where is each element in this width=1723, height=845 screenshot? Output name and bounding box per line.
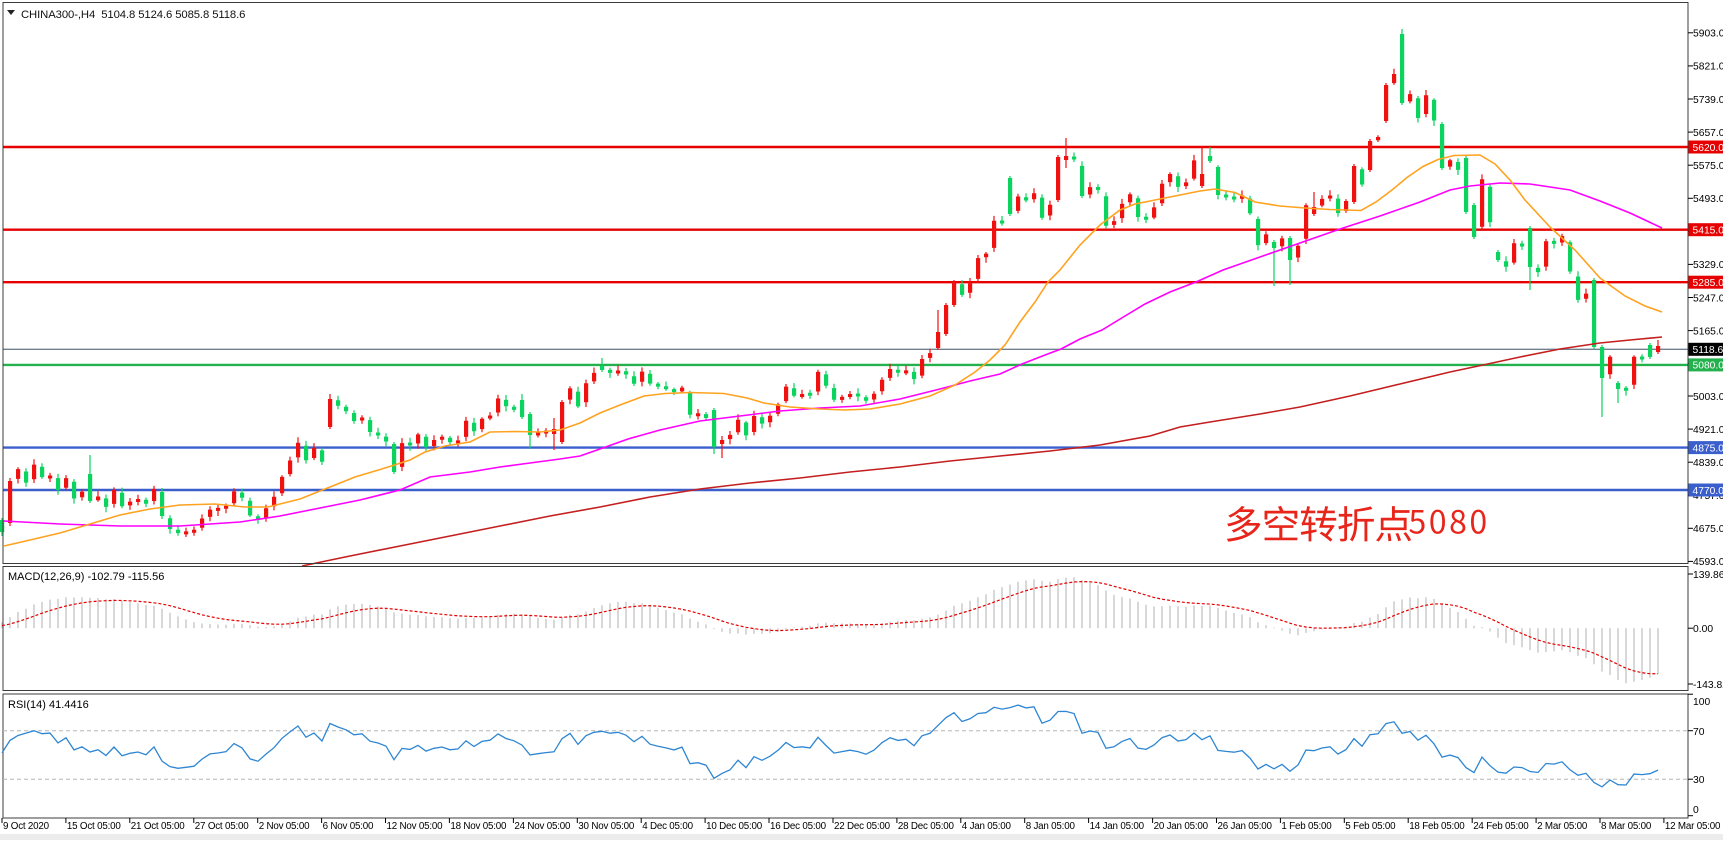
svg-text:18 Feb 05:00: 18 Feb 05:00: [1409, 821, 1465, 832]
svg-text:0: 0: [1693, 805, 1699, 816]
svg-text:5285.0: 5285.0: [1693, 278, 1723, 289]
svg-text:4593.0: 4593.0: [1693, 557, 1723, 568]
svg-text:0.00: 0.00: [1693, 624, 1713, 635]
svg-text:9 Oct 2020: 9 Oct 2020: [3, 821, 50, 832]
svg-text:22 Dec 05:00: 22 Dec 05:00: [834, 821, 891, 832]
svg-text:28 Dec 05:00: 28 Dec 05:00: [898, 821, 955, 832]
svg-text:5118.6: 5118.6: [1693, 345, 1723, 356]
svg-text:12 Mar 05:00: 12 Mar 05:00: [1665, 821, 1721, 832]
svg-text:4921.0: 4921.0: [1693, 425, 1723, 436]
svg-text:16 Dec 05:00: 16 Dec 05:00: [770, 821, 827, 832]
svg-text:24 Feb 05:00: 24 Feb 05:00: [1473, 821, 1529, 832]
svg-text:5165.0: 5165.0: [1693, 326, 1723, 337]
svg-text:70: 70: [1693, 727, 1705, 738]
svg-text:2 Mar 05:00: 2 Mar 05:00: [1537, 821, 1588, 832]
svg-text:5415.0: 5415.0: [1693, 226, 1723, 237]
svg-text:-143.82: -143.82: [1693, 680, 1723, 691]
svg-text:5821.0: 5821.0: [1693, 62, 1723, 73]
svg-text:5575.0: 5575.0: [1693, 161, 1723, 172]
svg-text:4875.0: 4875.0: [1693, 443, 1723, 454]
svg-text:8 Jan 05:00: 8 Jan 05:00: [1026, 821, 1076, 832]
svg-text:6 Nov 05:00: 6 Nov 05:00: [323, 821, 374, 832]
svg-text:5903.0: 5903.0: [1693, 29, 1723, 40]
svg-text:2 Nov 05:00: 2 Nov 05:00: [259, 821, 310, 832]
svg-text:5657.0: 5657.0: [1693, 128, 1723, 139]
svg-text:4 Jan 05:00: 4 Jan 05:00: [962, 821, 1012, 832]
svg-text:24 Nov 05:00: 24 Nov 05:00: [514, 821, 571, 832]
svg-text:30 Nov 05:00: 30 Nov 05:00: [578, 821, 635, 832]
svg-text:1 Feb 05:00: 1 Feb 05:00: [1281, 821, 1332, 832]
svg-text:27 Oct 05:00: 27 Oct 05:00: [195, 821, 249, 832]
svg-text:5329.0: 5329.0: [1693, 260, 1723, 271]
svg-text:5620.0: 5620.0: [1693, 143, 1723, 154]
svg-text:14 Jan 05:00: 14 Jan 05:00: [1090, 821, 1145, 832]
svg-text:4 Dec 05:00: 4 Dec 05:00: [642, 821, 693, 832]
svg-text:CHINA300-,H4 5104.8 5124.6 50: CHINA300-,H4 5104.8 5124.6 5085.8 5118.6: [21, 9, 245, 21]
svg-text:5493.0: 5493.0: [1693, 194, 1723, 205]
svg-text:RSI(14) 41.4416: RSI(14) 41.4416: [8, 699, 89, 711]
svg-text:5003.0: 5003.0: [1693, 392, 1723, 403]
svg-text:18 Nov 05:00: 18 Nov 05:00: [450, 821, 507, 832]
svg-text:26 Jan 05:00: 26 Jan 05:00: [1218, 821, 1273, 832]
svg-text:100: 100: [1693, 697, 1710, 708]
svg-text:4839.0: 4839.0: [1693, 458, 1723, 469]
svg-text:12 Nov 05:00: 12 Nov 05:00: [387, 821, 444, 832]
svg-text:21 Oct 05:00: 21 Oct 05:00: [131, 821, 185, 832]
svg-text:4770.0: 4770.0: [1693, 486, 1723, 497]
svg-text:MACD(12,26,9) -102.79 -115.56: MACD(12,26,9) -102.79 -115.56: [8, 571, 164, 583]
svg-text:139.86: 139.86: [1693, 570, 1723, 581]
svg-text:30: 30: [1693, 775, 1705, 786]
svg-text:5080.0: 5080.0: [1693, 361, 1723, 372]
svg-text:15 Oct 05:00: 15 Oct 05:00: [67, 821, 121, 832]
svg-text:5739.0: 5739.0: [1693, 95, 1723, 106]
svg-text:8 Mar 05:00: 8 Mar 05:00: [1601, 821, 1652, 832]
svg-text:10 Dec 05:00: 10 Dec 05:00: [706, 821, 763, 832]
svg-text:5 Feb 05:00: 5 Feb 05:00: [1345, 821, 1396, 832]
svg-text:5247.0: 5247.0: [1693, 293, 1723, 304]
svg-text:4675.0: 4675.0: [1693, 524, 1723, 535]
svg-text:20 Jan 05:00: 20 Jan 05:00: [1154, 821, 1209, 832]
